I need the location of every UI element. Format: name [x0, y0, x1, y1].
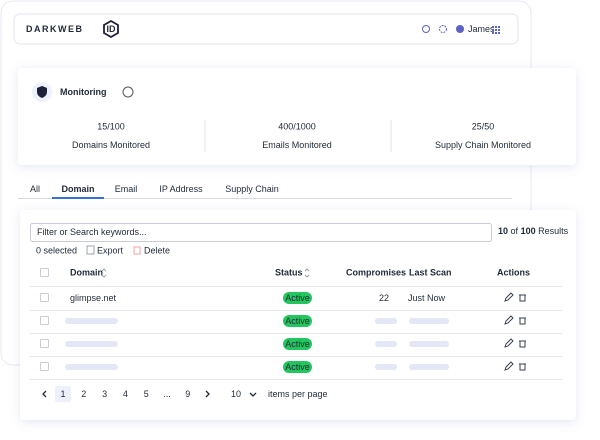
tab[interactable]: IP Address — [159, 184, 203, 194]
tab[interactable]: All — [30, 184, 40, 194]
search-placeholder[interactable]: Filter or Search keywords... — [37, 227, 147, 237]
page-number[interactable]: 3 — [102, 389, 107, 399]
column-header: Compromises — [346, 267, 406, 277]
skeleton — [409, 318, 449, 324]
tab-underline — [52, 197, 104, 199]
row-checkbox[interactable] — [40, 339, 49, 348]
select-all-checkbox[interactable] — [40, 268, 49, 277]
monitoring-card — [18, 68, 576, 165]
results-count: 10 of 100 Results — [498, 226, 569, 236]
compromises[interactable]: 22 — [379, 293, 389, 303]
logo-hex — [103, 19, 119, 39]
page-number[interactable]: 5 — [144, 389, 149, 399]
row-checkbox[interactable] — [40, 362, 49, 371]
settings-icon[interactable] — [439, 25, 447, 33]
per-page-label: items per page — [268, 389, 328, 399]
results-shown: 10 — [498, 226, 508, 236]
edit-icon[interactable] — [504, 292, 514, 302]
stat-label: Supply Chain Monitored — [435, 140, 531, 150]
help-icon[interactable] — [422, 25, 430, 33]
export-button[interactable]: Export — [97, 245, 124, 255]
next-page[interactable] — [205, 390, 210, 398]
shield-icon — [37, 86, 47, 98]
logo-badge: ID — [107, 24, 117, 34]
row-checkbox[interactable] — [40, 293, 49, 302]
results-label: Results — [538, 226, 569, 236]
stat-value: 25/50 — [472, 121, 495, 131]
page-number[interactable]: 1 — [60, 389, 65, 399]
delete-icon[interactable] — [519, 294, 526, 302]
tab[interactable]: Domain — [61, 184, 94, 194]
avatar[interactable] — [456, 25, 464, 33]
page-number[interactable]: 2 — [81, 389, 86, 399]
sort-icon[interactable] — [101, 268, 107, 278]
column-header[interactable]: Domain — [70, 267, 103, 277]
column-header: Actions — [497, 267, 530, 277]
apps-icon[interactable] — [492, 26, 500, 34]
delete-icon[interactable] — [519, 363, 526, 371]
skeleton — [65, 341, 118, 347]
sort-icon[interactable] — [304, 268, 310, 278]
tab[interactable]: Email — [115, 184, 138, 194]
column-header: Last Scan — [409, 267, 452, 277]
edit-icon[interactable] — [504, 361, 514, 371]
skeleton — [65, 318, 118, 324]
status-badge — [283, 315, 312, 327]
stat-label: Emails Monitored — [262, 140, 332, 150]
results-of: of — [511, 226, 519, 236]
selected-count: 0 selected — [36, 245, 77, 255]
status-badge — [283, 338, 312, 350]
stat-value: 400/1000 — [278, 121, 316, 131]
prev-page[interactable] — [42, 390, 47, 398]
page-number[interactable]: 4 — [123, 389, 128, 399]
results-total: 100 — [521, 226, 536, 236]
skeleton — [375, 364, 397, 370]
domain: glimpse.net — [70, 293, 117, 303]
delete-icon[interactable] — [133, 246, 141, 255]
status-badge — [283, 361, 312, 373]
stat-value: 15/100 — [97, 121, 125, 131]
logo: DARKWEB — [26, 24, 84, 34]
column-header[interactable]: Status — [275, 267, 303, 277]
export-icon[interactable] — [86, 245, 95, 255]
status: Active — [285, 293, 310, 303]
tab[interactable]: Supply Chain — [225, 184, 279, 194]
stat-label: Domains Monitored — [72, 140, 150, 150]
skeleton — [409, 364, 449, 370]
skeleton — [65, 364, 118, 370]
status: Active — [285, 316, 310, 326]
top-bar — [13, 13, 519, 45]
skeleton — [375, 341, 397, 347]
per-page-chevron[interactable] — [249, 392, 257, 397]
current-page-bg — [55, 386, 71, 402]
edit-icon[interactable] — [504, 338, 514, 348]
delete-icon[interactable] — [519, 340, 526, 348]
skeleton — [409, 341, 449, 347]
row-checkbox[interactable] — [40, 316, 49, 325]
status: Active — [285, 339, 310, 349]
per-page[interactable]: 10 — [231, 389, 241, 399]
page-number[interactable]: 9 — [185, 389, 190, 399]
status-badge — [283, 292, 312, 304]
card-title: Monitoring — [60, 87, 107, 97]
last-scan: Just Now — [408, 293, 446, 303]
skeleton — [375, 318, 397, 324]
info-icon[interactable] — [122, 86, 134, 98]
delete-icon[interactable] — [519, 317, 526, 325]
delete-button[interactable]: Delete — [144, 245, 170, 255]
page-number[interactable]: ... — [163, 389, 171, 399]
edit-icon[interactable] — [504, 315, 514, 325]
user-name[interactable]: James — [468, 24, 495, 34]
search-input[interactable] — [30, 223, 492, 242]
status: Active — [285, 362, 310, 372]
